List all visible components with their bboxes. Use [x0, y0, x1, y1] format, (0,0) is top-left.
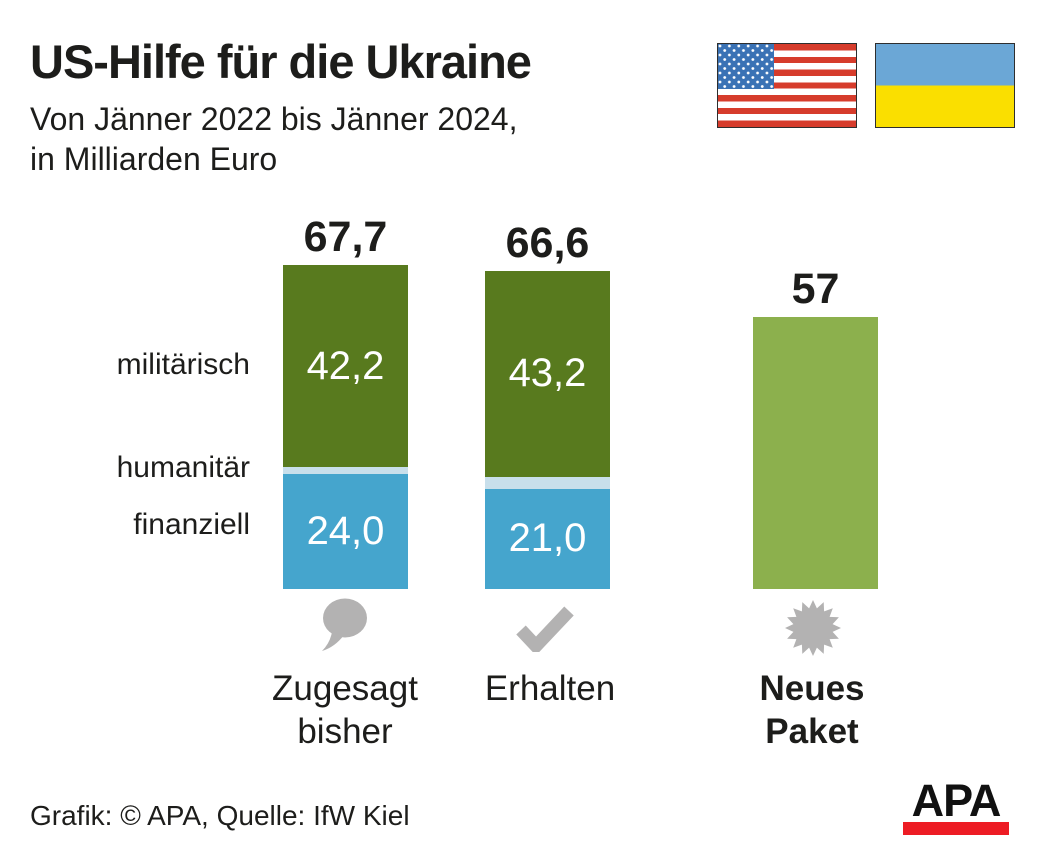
category-label-neues-paket: Neues Paket [712, 667, 912, 753]
segment-value: 24,0 [306, 509, 385, 554]
page-title: US-Hilfe für die Ukraine [30, 35, 532, 88]
bar-segment-humanitär [485, 477, 610, 489]
subtitle-line-1: Von Jänner 2022 bis Jänner 2024, [30, 101, 518, 137]
bar-total-value: 66,6 [505, 218, 590, 267]
apa-logo-text: APA [911, 775, 1002, 826]
bar-total-value: 67,7 [303, 213, 388, 262]
us-flag-icon [717, 43, 857, 128]
bar-segment-humanitär [283, 467, 408, 475]
bar-segment-neues-paket [753, 316, 878, 589]
bar-segment-finanziell: 24,0 [283, 474, 408, 589]
subtitle-line-2: in Milliarden Euro [30, 141, 278, 177]
side-label-humanitarian: humanitär [116, 451, 250, 484]
category-label-zugesagt: Zugesagt bisher [245, 667, 445, 753]
checkmark-icon [516, 606, 574, 652]
category-line: Neues [759, 669, 865, 708]
category-line: Zugesagt [272, 669, 418, 708]
side-label-military: militärisch [116, 348, 250, 381]
category-line: bisher [297, 712, 393, 751]
bar-segment-militärisch: 43,2 [485, 270, 610, 478]
bar-segment-militärisch: 42,2 [283, 265, 408, 468]
ukraine-flag-icon [875, 43, 1015, 128]
category-line: Paket [765, 712, 859, 751]
category-line: Erhalten [484, 669, 616, 708]
apa-logo: APA [902, 775, 1010, 835]
starburst-icon [785, 600, 841, 656]
speech-bubble-icon [320, 598, 368, 654]
segment-value: 42,2 [306, 343, 385, 388]
category-label-erhalten: Erhalten [450, 667, 650, 710]
side-label-financial: finanziell [133, 508, 250, 541]
apa-logo-red-bar [903, 822, 1009, 835]
segment-value: 21,0 [508, 516, 587, 561]
bar-total-value: 57 [791, 264, 840, 313]
subtitle: Von Jänner 2022 bis Jänner 2024, in Mill… [30, 99, 517, 179]
bar-segment-finanziell: 21,0 [485, 488, 610, 589]
us-flag-canton [718, 44, 774, 89]
source-credit: Grafik: © APA, Quelle: IfW Kiel [30, 800, 410, 831]
segment-value: 43,2 [508, 351, 587, 396]
